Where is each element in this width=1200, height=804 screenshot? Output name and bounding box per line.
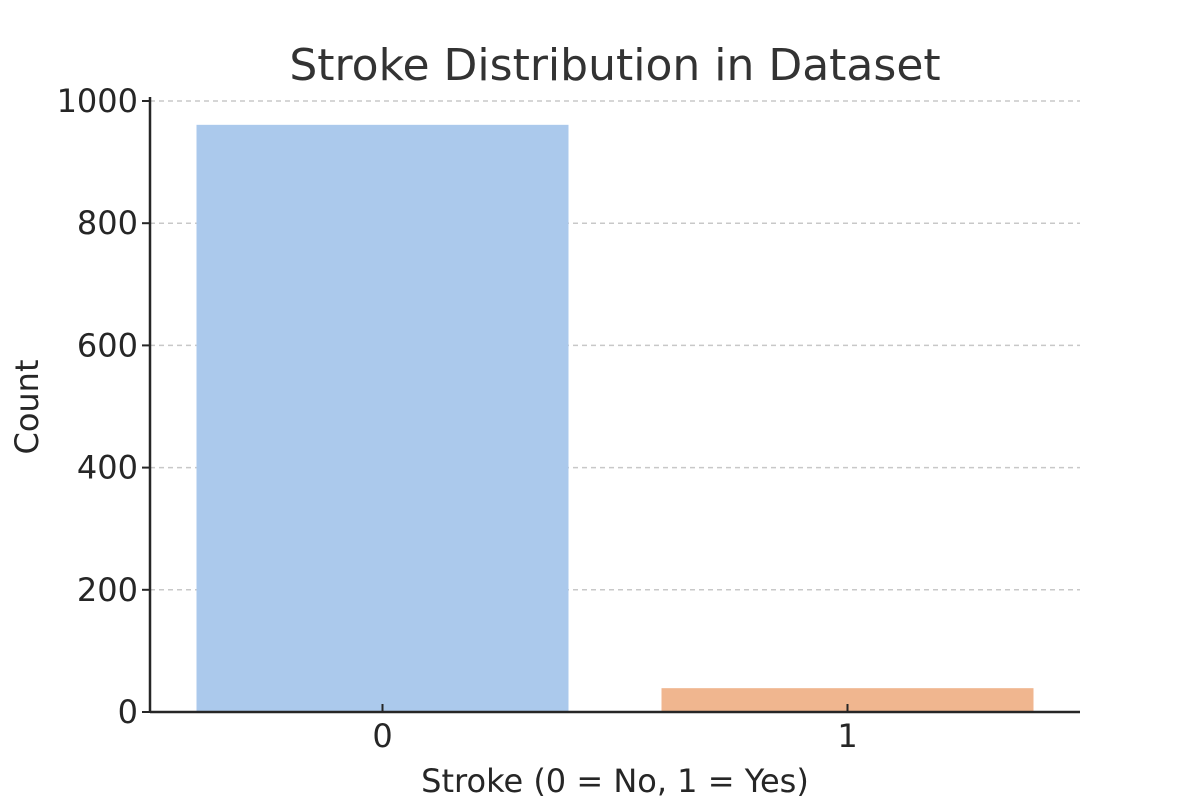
chart-title: Stroke Distribution in Dataset	[289, 40, 940, 91]
x-tick-label: 0	[372, 717, 392, 755]
bar-1	[661, 688, 1034, 712]
bars	[196, 124, 1034, 713]
y-tick-label: 400	[77, 449, 138, 487]
axes	[142, 97, 1080, 714]
y-tick-label: 600	[77, 326, 138, 364]
x-tick-label: 1	[837, 717, 857, 755]
y-tick-label: 200	[77, 571, 138, 609]
x-axis-label: Stroke (0 = No, 1 = Yes)	[421, 762, 809, 800]
y-tick-label: 800	[77, 204, 138, 242]
y-tick-label: 1000	[57, 82, 138, 120]
bar-0	[196, 124, 569, 713]
y-axis-label: Count	[8, 359, 46, 454]
y-tick-label: 0	[118, 693, 138, 731]
tick-labels: 0 200 400 600 800 1000 0 1	[57, 82, 858, 755]
